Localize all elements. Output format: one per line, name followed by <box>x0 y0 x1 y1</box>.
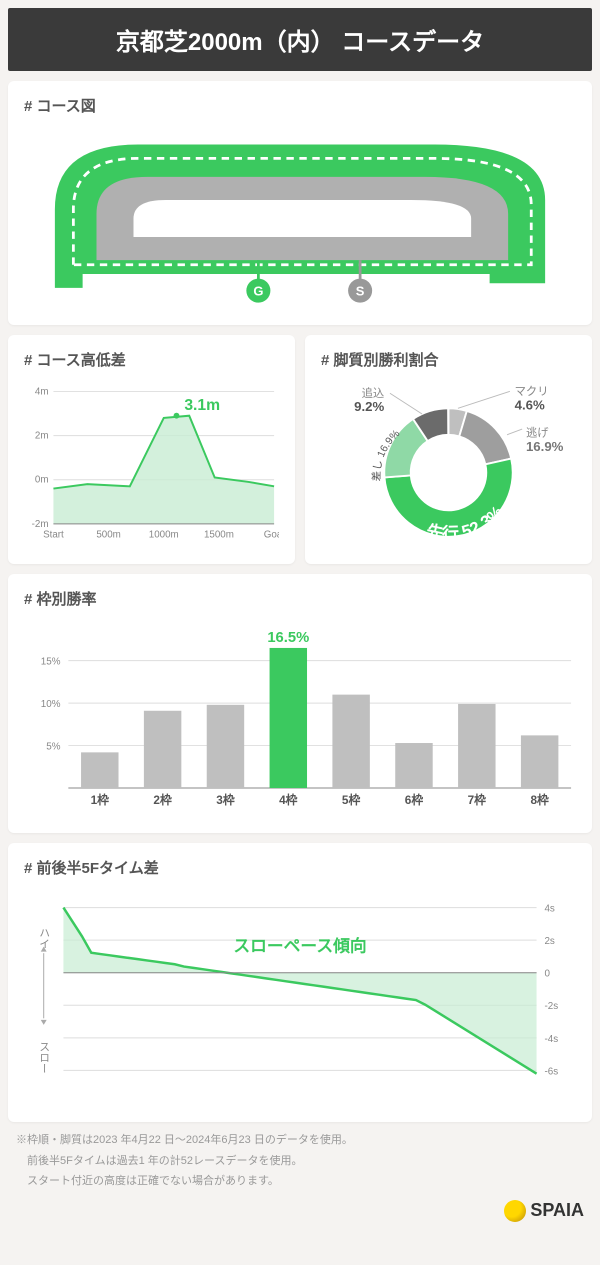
svg-text:6枠: 6枠 <box>405 793 424 807</box>
svg-text:マクリ: マクリ <box>515 385 549 398</box>
donut-panel: # 脚質別勝利割合 マクリ4.6%逃げ16.9%追込9.2%先行 52.3%差し… <box>305 335 592 564</box>
svg-text:逃げ: 逃げ <box>526 427 549 440</box>
svg-text:1枠: 1枠 <box>91 793 110 807</box>
pace-panel: # 前後半5Fタイム差 -6s -4s -2s 0 2s 4s スローペース傾向 ハイスロー <box>8 843 592 1122</box>
svg-text:4枠: 4枠 <box>279 793 298 807</box>
bars-panel: # 枠別勝率 5% 10% 15% 1枠 2枠 3枠 4枠 16.5% 5枠 6枠 7枠 8枠 <box>8 574 592 833</box>
svg-text:4.6%: 4.6% <box>515 397 545 412</box>
course-map-title: # コース図 <box>24 95 576 116</box>
donut-title: # 脚質別勝利割合 <box>321 349 576 370</box>
course-map-panel: # コース図 G S <box>8 81 592 325</box>
pace-title: # 前後半5Fタイム差 <box>24 857 576 878</box>
svg-text:Goal: Goal <box>264 530 279 541</box>
svg-text:Start: Start <box>43 530 64 541</box>
svg-text:1500m: 1500m <box>204 530 234 541</box>
svg-text:S: S <box>356 283 365 298</box>
svg-text:5%: 5% <box>46 742 60 753</box>
svg-text:15%: 15% <box>41 657 61 668</box>
svg-text:スローペース傾向: スローペース傾向 <box>233 936 366 956</box>
svg-text:9.2%: 9.2% <box>354 399 384 414</box>
svg-text:16.9%: 16.9% <box>526 439 564 454</box>
svg-text:16.5%: 16.5% <box>267 630 309 646</box>
svg-text:-2m: -2m <box>32 519 49 530</box>
elevation-chart: -2m 0m 2m 4m 3.1m Start 500m 1000m 1500m Goal <box>24 380 279 550</box>
elevation-title: # コース高低差 <box>24 349 279 370</box>
svg-text:0m: 0m <box>35 475 49 486</box>
course-map-svg: G S <box>24 126 576 311</box>
elevation-panel: # コース高低差 -2m 0m 2m 4m 3.1m Start 500m 1000m 1500… <box>8 335 295 564</box>
svg-text:0: 0 <box>544 969 550 980</box>
svg-text:2枠: 2枠 <box>153 793 172 807</box>
svg-text:3枠: 3枠 <box>216 793 235 807</box>
donut-chart: マクリ4.6%逃げ16.9%追込9.2%先行 52.3%差し 16.9% <box>321 380 576 550</box>
footnote-2: 前後半5Fタイムは過去1 年の計52レースデータを使用。 <box>16 1153 584 1170</box>
svg-text:ハイ: ハイ <box>38 927 50 949</box>
bars-chart: 5% 10% 15% 1枠 2枠 3枠 4枠 16.5% 5枠 6枠 7枠 8枠 <box>24 619 576 819</box>
svg-text:-6s: -6s <box>544 1066 558 1077</box>
svg-text:4s: 4s <box>544 904 554 915</box>
svg-text:スロー: スロー <box>38 1041 50 1074</box>
svg-text:1000m: 1000m <box>149 530 179 541</box>
svg-text:2m: 2m <box>35 431 49 442</box>
svg-text:G: G <box>253 283 263 298</box>
logo: SPAIA <box>504 1200 584 1222</box>
svg-text:-2s: -2s <box>544 1001 558 1012</box>
footnote-1: ※枠順・脚質は2023 年4月22 日〜2024年6月23 日のデータを使用。 <box>16 1132 584 1149</box>
svg-text:5枠: 5枠 <box>342 793 361 807</box>
svg-text:10%: 10% <box>41 699 61 710</box>
bars-title: # 枠別勝率 <box>24 588 576 609</box>
svg-text:-4s: -4s <box>544 1034 558 1045</box>
footnote-3: スタート付近の高度は正確でない場合があります。 <box>16 1173 584 1190</box>
pace-chart: -6s -4s -2s 0 2s 4s スローペース傾向 ハイスロー <box>24 888 576 1108</box>
logo-text: SPAIA <box>530 1200 584 1221</box>
svg-text:2s: 2s <box>544 936 554 947</box>
svg-text:3.1m: 3.1m <box>184 397 220 414</box>
svg-text:追込: 追込 <box>362 386 385 400</box>
page-title: 京都芝2000m（内） コースデータ <box>8 8 592 71</box>
svg-text:7枠: 7枠 <box>468 793 487 807</box>
svg-text:8枠: 8枠 <box>530 793 549 807</box>
svg-text:500m: 500m <box>96 530 121 541</box>
footer: SPAIA <box>0 1194 600 1234</box>
logo-icon <box>504 1200 526 1222</box>
svg-text:4m: 4m <box>35 386 49 397</box>
